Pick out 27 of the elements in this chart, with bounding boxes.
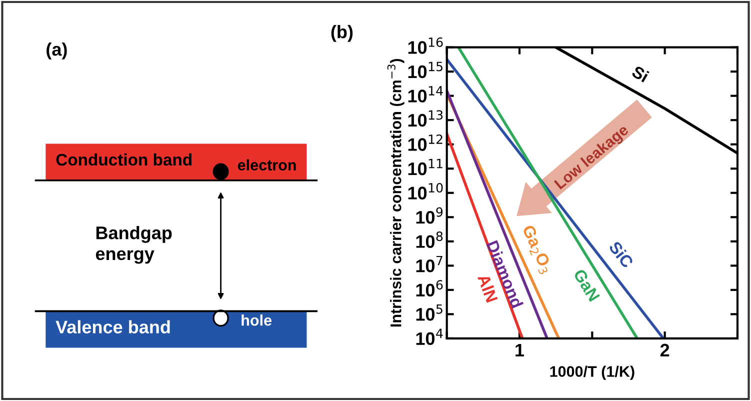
y-tick-label: 10$^{6}$ (416, 280, 443, 297)
text: SiC (608, 240, 634, 269)
text: Valence band (56, 320, 170, 334)
y-tick-label: 10$^{5}$ (416, 304, 442, 321)
y-tick-label: 10$^{7}$ (416, 256, 442, 272)
y-tick-label: 10$^{13}$ (408, 110, 443, 127)
y-tick-label: 10$^{14}$ (408, 86, 443, 102)
legend-label: Si (631, 64, 650, 83)
y-axis-title: Intrinsic carrier concentration (cm$^{−3}$) (387, 58, 404, 327)
text: Ga$_{2}$O$_{3}$ (520, 224, 554, 275)
chart-title: (b) (331, 25, 353, 42)
text: Conduction band (56, 153, 192, 166)
y-tick-label: 10$^{12}$ (408, 134, 442, 151)
text: electron (238, 159, 296, 170)
y-tick-label: 10$^{8}$ (416, 232, 443, 248)
y-tick-label: 10$^{4}$ (416, 328, 443, 346)
y-tick-label: 10$^{10}$ (408, 182, 443, 200)
text: Bandgap energy (96, 226, 172, 264)
text: hole (242, 314, 272, 326)
text: (a) (46, 42, 67, 60)
y-tick-label: 10$^{15}$ (408, 62, 442, 78)
x-tick-label: 2 (660, 344, 670, 356)
y-tick-label: 10$^{16}$ (408, 37, 443, 54)
y-tick-label: 10$^{9}$ (416, 207, 443, 224)
x-axis-title: 1000/T (1/K) (550, 366, 634, 380)
x-tick-label: 1 (516, 344, 524, 356)
y-tick-label: 10$^{11}$ (408, 158, 442, 176)
